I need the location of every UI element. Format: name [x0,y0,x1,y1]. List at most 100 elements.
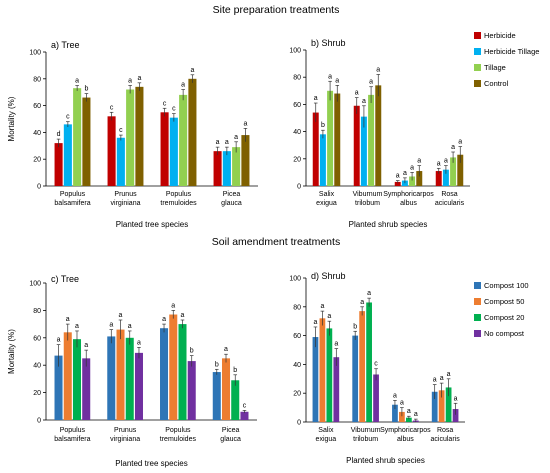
significance-letter: a [451,144,455,151]
bar [63,124,72,186]
significance-letter: a [444,158,448,165]
bar [241,135,250,186]
legend-swatch [474,298,481,305]
bar [445,387,452,422]
bar [319,134,326,186]
legend-swatch [474,282,481,289]
category-label: Populus tremuloides [160,191,197,207]
y-tick-label: 20 [293,156,301,163]
bar [431,391,438,422]
significance-letter: a [216,139,220,146]
significance-letter: c [243,402,247,409]
bar [366,302,372,422]
significance-letter: a [314,95,318,102]
significance-letter: a [355,90,359,97]
category-label: Picea glauca [220,427,241,443]
significance-letter: a [414,411,418,418]
y-tick-label: 40 [293,129,301,136]
bar [54,355,63,420]
significance-letter: a [75,323,79,330]
significance-letter: a [181,312,185,319]
bar [107,116,116,186]
bar [72,339,82,420]
significance-letter: c [374,361,378,368]
legend-label: Compost 100 [484,281,529,290]
significance-letter: a [454,395,458,402]
bar [240,411,249,420]
significance-letter: a [440,375,444,382]
bar [392,404,398,422]
bar [135,86,144,186]
section-heading-soil-amendment: Soil amendment treatments [212,236,340,248]
legend-swatch [474,32,481,39]
significance-letter: b [84,86,88,93]
y-tick-label: 20 [33,390,41,397]
significance-letter: a [225,139,229,146]
significance-letter: a [362,98,366,105]
bar [326,328,333,422]
y-tick-label: 100 [29,50,41,57]
significance-letter: a [433,377,437,384]
bar [82,97,91,186]
bar [368,94,375,186]
significance-letter: c [172,106,176,113]
bar [169,314,178,420]
significance-letter: a [447,371,451,378]
significance-letter: a [327,313,331,320]
significance-letter: a [328,73,332,80]
significance-letter: a [396,173,400,180]
legend-label: Tillage [484,63,506,72]
bar [179,94,188,186]
bar [435,171,442,186]
significance-letter: a [84,342,88,349]
bar [213,151,222,186]
category-label: Viburnum trilobum [353,191,383,207]
significance-letter: b [321,122,325,129]
bar [107,336,116,420]
bar [394,181,401,186]
significance-letter: b [215,361,219,368]
category-label: Picea glauca [221,191,242,207]
bar [231,380,240,420]
x-axis-title: Planted tree species [116,220,189,229]
bar [399,411,405,422]
bar [450,157,457,186]
significance-letter: a [403,170,407,177]
y-tick-label: 0 [297,184,301,191]
significance-letter: a [224,346,228,353]
panel-title: d) Shrub [311,271,346,281]
y-tick-label: 0 [37,184,41,191]
significance-letter: a [320,303,324,310]
bar [126,89,135,186]
bar [312,337,319,422]
legend-swatch [474,330,481,337]
legend-label: Compost 50 [484,297,524,306]
significance-letter: a [171,302,175,309]
significance-letter: a [367,290,371,297]
significance-letter: a [128,323,132,330]
significance-letter: c [163,100,167,107]
panel-title: b) Shrub [311,38,346,48]
y-tick-label: 100 [29,281,41,288]
significance-letter: c [66,114,70,121]
chart-panels: a) Tree 0 20 40 60 80 100 Mortality (%) Planted … [7,31,539,468]
y-tick-label: 80 [33,308,41,315]
bar [178,324,187,420]
y-tick-label: 60 [33,335,41,342]
bar [212,372,221,420]
significance-letter: c [119,127,123,134]
bar [169,117,178,186]
significance-letter: a [137,75,141,82]
bar [416,171,423,186]
category-label: Viburnum trilobum [351,427,381,443]
category-label: Prunus virginiana [111,191,141,207]
y-tick-label: 60 [33,103,41,110]
category-label: Symphoricarpos albus [380,427,431,443]
bar [373,374,379,422]
bar [188,78,197,186]
bar [187,361,196,420]
bar [73,88,82,186]
significance-letter: b [190,348,194,355]
chart-panel-1: a) Tree 0 20 40 60 80 100 Mortality (%) Planted … [7,40,258,229]
y-tick-label: 100 [289,48,301,55]
